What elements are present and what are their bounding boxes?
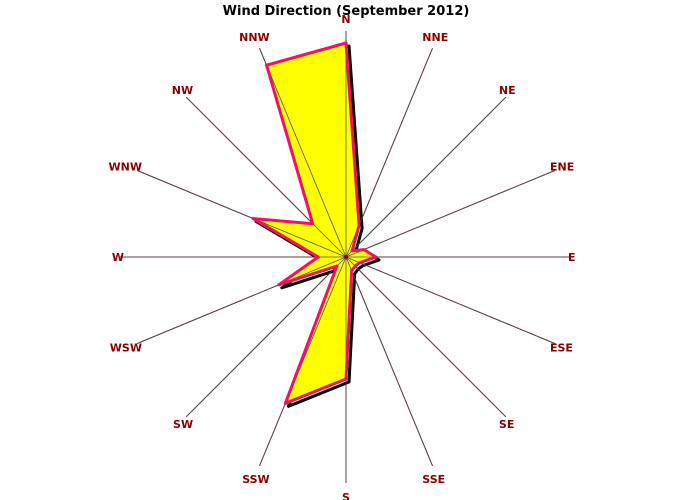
spoke-overlay-wnw	[137, 170, 347, 258]
label-w: W	[112, 251, 124, 264]
label-sse: SSE	[422, 473, 445, 486]
data-point-wsw	[277, 283, 281, 287]
series-fill	[253, 43, 376, 404]
spoke-overlay-ese	[345, 256, 555, 344]
data-point-ssw	[283, 401, 287, 405]
center-point	[344, 255, 348, 259]
label-sw: SW	[173, 418, 193, 431]
spoke-overlay-nne	[345, 48, 433, 258]
data-area	[120, 31, 572, 483]
data-point-ne	[350, 249, 354, 253]
spoke-overlay-se	[345, 256, 507, 418]
data-point-sse	[350, 269, 354, 273]
data-point-n	[344, 41, 348, 45]
label-s: S	[342, 491, 350, 500]
data-point-e	[374, 255, 378, 259]
spoke-overlay-ene	[345, 170, 555, 258]
data-point-nnw	[265, 63, 269, 67]
label-ene: ENE	[550, 161, 574, 174]
label-ese: ESE	[550, 341, 573, 354]
spoke-overlay-ssw	[259, 256, 347, 466]
data-point-w	[316, 255, 320, 259]
label-ne: NE	[499, 84, 516, 97]
label-se: SE	[499, 418, 514, 431]
label-nw: NW	[172, 84, 193, 97]
spoke-overlay-sw	[185, 256, 347, 418]
data-point-nne	[357, 223, 361, 227]
spoke-overlay-nw	[185, 96, 347, 258]
spoke-overlay-nnw	[259, 48, 347, 258]
label-wnw: WNW	[109, 161, 142, 174]
label-nnw: NNW	[239, 31, 270, 44]
spoke-overlay-ne	[345, 96, 507, 258]
label-n: N	[341, 13, 350, 26]
data-point-ese	[358, 261, 362, 265]
label-nne: NNE	[422, 31, 448, 44]
data-point-wnw	[251, 217, 255, 220]
chart-title: Wind Direction (September 2012)	[223, 4, 470, 19]
label-wsw: WSW	[110, 341, 142, 354]
data-point-s	[344, 377, 348, 381]
label-ssw: SSW	[242, 473, 269, 486]
data-point-se	[353, 264, 357, 268]
data-point-nw	[311, 222, 315, 226]
data-points	[251, 41, 378, 405]
label-e: E	[568, 251, 576, 264]
spoke-overlay-sse	[345, 256, 433, 466]
direction-labels: N NNE NE ENE E ESE SE SSE S SSW SW WSW W WNW NW NNW	[109, 13, 576, 500]
data-point-sw	[335, 264, 339, 268]
spoke-overlay-wsw	[137, 256, 347, 344]
data-point-ene	[362, 248, 366, 252]
